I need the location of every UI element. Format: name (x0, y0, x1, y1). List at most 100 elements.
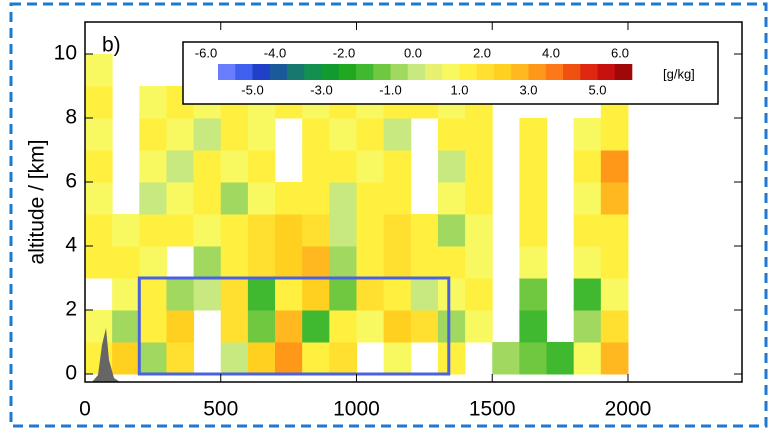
heatmap-cell (600, 214, 629, 247)
heatmap-cell (383, 278, 412, 311)
heatmap-cell (302, 310, 330, 343)
heatmap-cell (166, 214, 195, 247)
colorbar-tick-label: -1.0 (379, 82, 401, 97)
heatmap-cell (356, 214, 385, 247)
heatmap-cell (85, 310, 113, 343)
heatmap-cell (573, 214, 602, 247)
heatmap-cell (329, 214, 357, 247)
colorbar-swatch (597, 64, 616, 80)
terrain (92, 328, 120, 382)
heatmap-cell (302, 342, 330, 375)
heatmap-cell (437, 118, 466, 151)
heatmap-cell (220, 214, 249, 247)
colorbar-swatch (580, 64, 598, 80)
heatmap-cell (139, 278, 167, 311)
colorbar-swatch (287, 64, 305, 80)
heatmap-cell (112, 246, 140, 279)
y-tick-label: 4 (65, 234, 77, 257)
heatmap-cell (465, 310, 493, 343)
heatmap-cell (139, 182, 167, 215)
heatmap-cell (220, 246, 249, 279)
heatmap-cell (600, 118, 629, 151)
heatmap-cell (139, 86, 167, 119)
heatmap-cell (247, 246, 276, 279)
heatmap-cell (166, 278, 195, 311)
heatmap-cell (275, 182, 303, 215)
heatmap-cell (383, 246, 412, 279)
heatmap-cell (410, 278, 439, 311)
colorbar-swatch (545, 64, 564, 80)
heatmap-cell (383, 342, 412, 375)
heatmap-cell (329, 278, 357, 311)
heatmap-cell (573, 150, 602, 183)
y-axis-label: altitude / [km] (26, 140, 49, 265)
colorbar-tick-label: -3.0 (310, 82, 332, 97)
heatmap-cell (410, 214, 439, 247)
heatmap-cell (193, 214, 222, 247)
heatmap-cell (112, 214, 140, 247)
colorbar-tick-label: -2.0 (333, 45, 355, 60)
heatmap-cell (220, 278, 249, 311)
heatmap-cell (302, 278, 330, 311)
colorbar-swatch (356, 64, 374, 80)
heatmap-cell (85, 182, 113, 215)
colorbar-tick-label: -6.0 (195, 45, 217, 60)
heatmap-cell (573, 246, 602, 279)
heatmap-cell (85, 86, 113, 119)
y-tick-label: 2 (65, 298, 77, 321)
heatmap-cell (465, 214, 493, 247)
heatmap-cell (465, 150, 493, 183)
heatmap-cell (166, 310, 195, 343)
colorbar-tick-label: 1.0 (450, 82, 468, 97)
heatmap-cell (220, 342, 249, 375)
heatmap-cell (302, 118, 330, 151)
heatmap-cell (383, 150, 412, 183)
heatmap-cell (139, 118, 167, 151)
heatmap-cell (356, 310, 385, 343)
heatmap-cell (85, 214, 113, 247)
heatmap-cell (247, 278, 276, 311)
heatmap-cell (139, 246, 167, 279)
heatmap-cell (600, 342, 629, 375)
heatmap-cell (519, 214, 548, 247)
heatmap-cell (492, 342, 520, 375)
x-tick-label: 1500 (469, 398, 516, 421)
heatmap-cell (193, 246, 222, 279)
colorbar-swatch (563, 64, 581, 80)
colorbar-tick-label: 5.0 (588, 82, 606, 97)
heatmap-cell (573, 118, 602, 151)
plot-frame (84, 21, 743, 383)
heatmap-cell (275, 214, 303, 247)
heatmap-cell (573, 310, 602, 343)
heatmap-cell (519, 118, 548, 151)
heatmap-cell (437, 342, 466, 375)
heatmap-cell (166, 118, 195, 151)
heatmap-cell (465, 278, 493, 311)
heatmap-cell (519, 342, 548, 375)
heatmap-cell (112, 278, 140, 311)
heatmap-cell (166, 150, 195, 183)
colorbar-swatch (442, 64, 460, 80)
heatmap-cell (302, 246, 330, 279)
heatmap-cell (247, 214, 276, 247)
heatmap-cell (519, 278, 548, 311)
heatmap-cell (519, 310, 548, 343)
x-tick-label: 2000 (605, 398, 652, 421)
colorbar-tick-label: 6.0 (611, 45, 629, 60)
heatmap-cell (356, 246, 385, 279)
heatmap-cell (275, 246, 303, 279)
heatmap-cell (139, 150, 167, 183)
heatmap-cell (383, 118, 412, 151)
colorbar-swatch (390, 64, 409, 80)
heatmap-cell (275, 278, 303, 311)
heatmap-cell (302, 150, 330, 183)
heatmap-cell (85, 246, 113, 279)
heatmap-cell (329, 182, 357, 215)
heatmap-cell (356, 278, 385, 311)
heatmap-cell (139, 342, 167, 375)
heatmap-cell (600, 150, 629, 183)
heatmap-cell (573, 278, 602, 311)
y-tick-label: 10 (54, 42, 77, 65)
colorbar-tick-label: -5.0 (241, 82, 263, 97)
heatmap-cell (519, 182, 548, 215)
